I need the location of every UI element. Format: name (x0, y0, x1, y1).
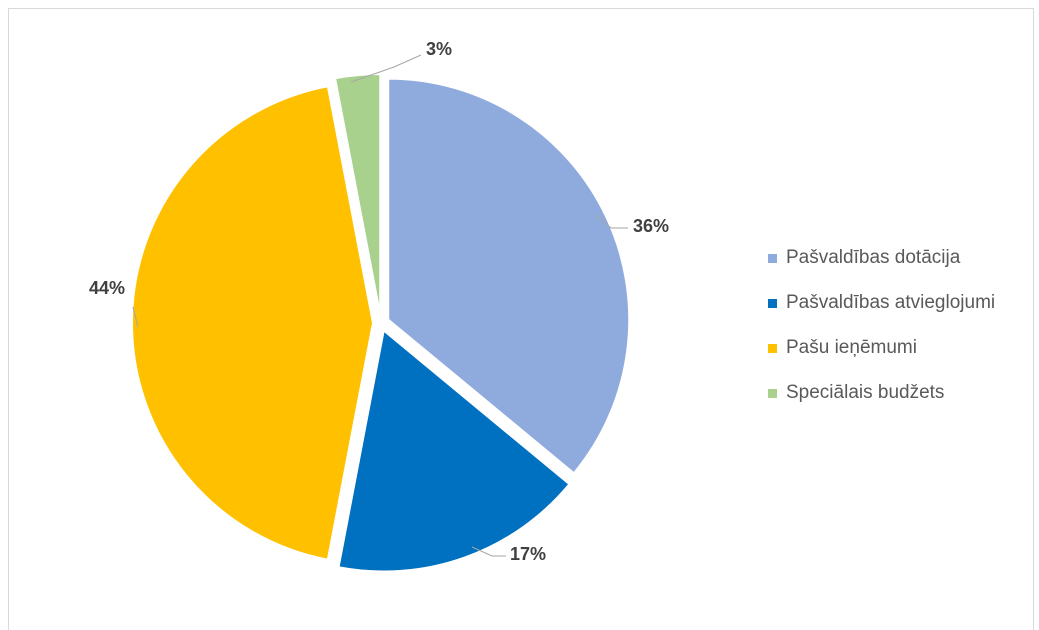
legend-item-pasvaldibas-dotacija: Pašvaldības dotācija (768, 241, 1030, 275)
pie-slice (131, 85, 375, 561)
leader-lines (132, 54, 628, 557)
data-label: 44% (89, 278, 125, 298)
legend: Pašvaldības dotācija Pašvaldības atviegl… (768, 241, 1030, 421)
legend-item-specialais-budzets: Speciālais budžets (768, 376, 1030, 410)
leader-line (471, 546, 506, 557)
legend-item-pasu-ienemumi: Pašu ieņēmumi (768, 331, 1030, 365)
legend-item-pasvaldibas-atvieglojumi: Pašvaldības atvieglojumi (768, 286, 1030, 320)
data-labels: 36% 17% 44% 3% (89, 39, 669, 564)
legend-swatch (768, 388, 777, 398)
leader-line (132, 306, 139, 328)
data-label: 36% (633, 216, 669, 236)
legend-label: Pašvaldības dotācija (786, 247, 961, 268)
pie-slice (337, 328, 571, 573)
data-label: 3% (426, 39, 452, 59)
legend-swatch (768, 298, 777, 308)
legend-label: Pašvaldības atvieglojumi (786, 292, 996, 313)
pie-slice (387, 77, 631, 475)
pie-slices (131, 73, 631, 573)
legend-swatch (768, 343, 777, 353)
data-label: 17% (510, 544, 546, 564)
leader-line (350, 54, 422, 83)
leader-line (595, 214, 628, 229)
legend-label: Pašu ieņēmumi (786, 337, 917, 358)
legend-label: Speciālais budžets (786, 382, 945, 403)
legend-swatch (768, 253, 777, 263)
pie-slice (333, 73, 382, 316)
